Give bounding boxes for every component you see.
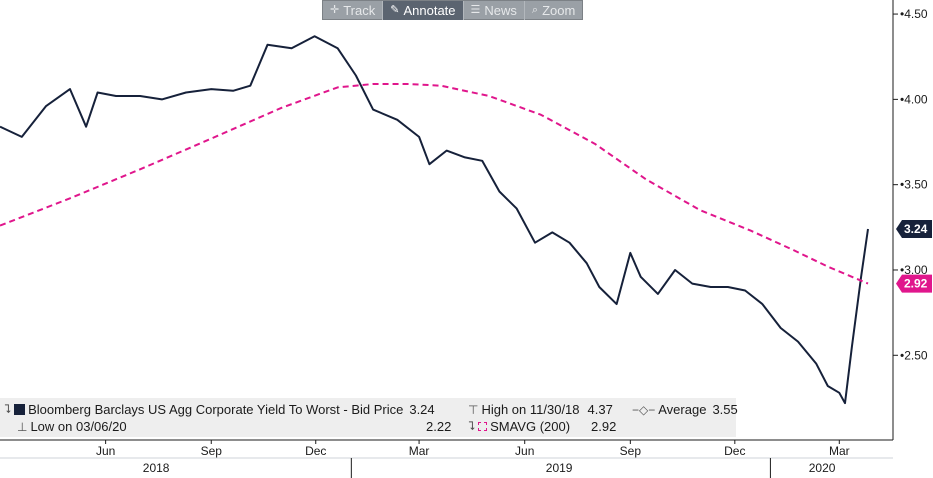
- y-tick-label-3: •3.00: [900, 263, 928, 277]
- annotate-label: Annotate: [403, 3, 456, 18]
- sma-marker-icon: ⮧: [468, 419, 476, 433]
- x-month-label-1: Sep: [201, 444, 223, 458]
- track-label: Track: [343, 3, 376, 18]
- x-year-label-2: 2020: [809, 461, 836, 475]
- chart-toolbar: ✛ Track ✎ Annotate ☰ News ⌕ Zoom: [322, 0, 584, 20]
- average-value: 3.55: [712, 402, 738, 417]
- series-line-0: [0, 35, 869, 405]
- legend-sma[interactable]: ⮧ SMAVG (200) 2.92: [468, 419, 616, 434]
- annotate-button[interactable]: ✎ Annotate: [383, 1, 464, 20]
- sma-swatch: [478, 422, 488, 431]
- low-value: 2.22: [426, 419, 452, 434]
- y-tick-label-1: •4.00: [900, 92, 928, 106]
- high-marker-icon: ⊤: [468, 402, 479, 417]
- x-year-label-1: 2019: [546, 461, 573, 475]
- x-month-label-3: Mar: [409, 444, 430, 458]
- news-button[interactable]: ☰ News: [464, 1, 525, 20]
- average-marker-icon: −◇−: [632, 402, 656, 417]
- x-month-label-5: Sep: [620, 444, 642, 458]
- x-month-label-4: Jun: [515, 444, 534, 458]
- pin-icon: ⮧: [4, 402, 12, 416]
- y-tick-label-4: •2.50: [900, 348, 928, 362]
- zoom-button[interactable]: ⌕ Zoom: [525, 1, 582, 20]
- track-button[interactable]: ✛ Track: [323, 1, 384, 20]
- last-value-label-0: 3.24: [904, 222, 928, 236]
- main-series-value: 3.24: [409, 402, 435, 417]
- x-month-label-6: Dec: [724, 444, 745, 458]
- news-label: News: [484, 3, 517, 18]
- legend-low: ⊥ Low on 03/06/20: [17, 419, 127, 434]
- legend-average: −◇− Average 3.55: [632, 402, 738, 417]
- sma-value: 2.92: [591, 419, 617, 434]
- zoom-label: Zoom: [542, 3, 576, 18]
- main-series-swatch: [14, 404, 26, 415]
- legend-low-value: 2.22: [426, 419, 451, 434]
- x-month-label-0: Jun: [96, 444, 115, 458]
- news-icon: ☰: [470, 4, 481, 16]
- last-value-badge-0: [896, 220, 932, 239]
- x-year-label-0: 2018: [143, 461, 170, 475]
- low-label: Low on 03/06/20: [30, 419, 127, 434]
- high-value: 4.37: [587, 402, 613, 417]
- legend-high: ⊤ High on 11/30/18 4.37: [468, 402, 613, 417]
- chart-legend: ⮧ Bloomberg Barclays US Agg Corporate Yi…: [0, 398, 738, 437]
- x-month-label-2: Dec: [305, 444, 326, 458]
- last-value-badge-1: [896, 274, 932, 293]
- high-label: High on 11/30/18: [481, 402, 580, 417]
- legend-main-series[interactable]: ⮧ Bloomberg Barclays US Agg Corporate Yi…: [4, 402, 435, 417]
- average-label: Average: [658, 402, 707, 417]
- y-tick-label-2: •3.50: [900, 178, 928, 192]
- x-month-label-7: Mar: [829, 444, 850, 458]
- series-line-1: [0, 83, 869, 285]
- low-marker-icon: ⊥: [17, 419, 28, 434]
- crosshair-icon: ✛: [330, 4, 340, 16]
- main-series-name: Bloomberg Barclays US Agg Corporate Yiel…: [28, 402, 404, 417]
- last-value-label-1: 2.92: [904, 277, 928, 291]
- y-tick-label-0: •4.50: [900, 7, 928, 21]
- sma-label: SMAVG (200): [490, 419, 571, 434]
- pencil-icon: ✎: [390, 4, 400, 16]
- zoom-icon: ⌕: [531, 4, 539, 16]
